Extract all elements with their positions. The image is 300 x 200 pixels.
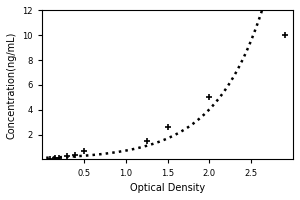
Y-axis label: Concentration(ng/mL): Concentration(ng/mL) [7,31,17,139]
X-axis label: Optical Density: Optical Density [130,183,205,193]
